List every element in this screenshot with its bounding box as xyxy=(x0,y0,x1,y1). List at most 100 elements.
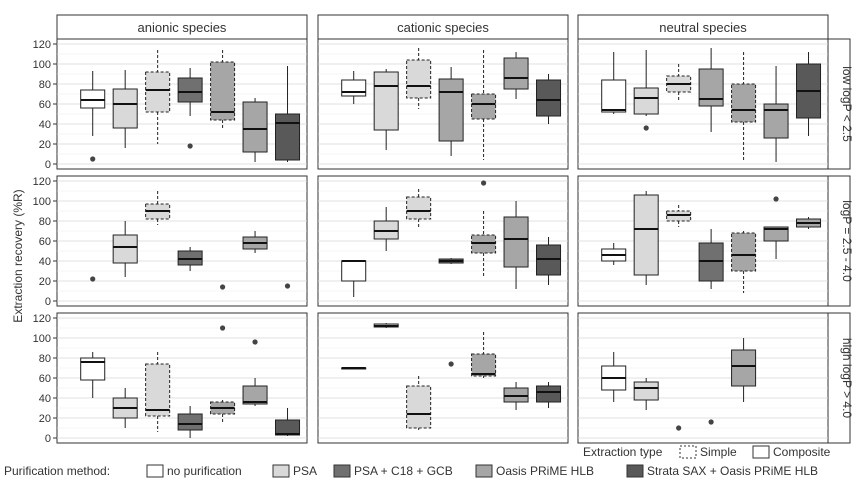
legend-purification-swatch xyxy=(626,464,644,478)
box-body xyxy=(145,71,171,113)
legend-purification-swatch xyxy=(272,464,290,478)
box xyxy=(341,367,367,370)
box xyxy=(177,247,203,271)
box-body xyxy=(731,83,757,123)
legend-purification-swatch xyxy=(475,464,493,478)
facet-panel xyxy=(577,175,829,307)
facet-panel: 0 20 40 60 80 100 120 xyxy=(33,38,308,171)
box-body xyxy=(536,385,562,403)
y-tick-label: 80 xyxy=(39,353,51,365)
box xyxy=(633,378,659,410)
legend-purification-swatch xyxy=(333,464,351,478)
y-tick-label: 80 xyxy=(39,216,51,228)
box-body xyxy=(112,88,138,129)
box xyxy=(601,243,627,265)
box-body xyxy=(633,381,659,401)
y-tick-label: 20 xyxy=(39,276,51,288)
box xyxy=(448,361,454,367)
box-body xyxy=(601,79,627,113)
outlier-point xyxy=(187,143,193,149)
box xyxy=(210,325,236,424)
box xyxy=(503,382,529,410)
legend-simple-label: Simple xyxy=(700,445,737,459)
box xyxy=(80,71,106,162)
box-body xyxy=(341,260,367,282)
box-body xyxy=(242,385,268,405)
y-tick-label: 40 xyxy=(39,256,51,268)
outlier-point xyxy=(643,125,649,131)
box-body xyxy=(275,113,301,161)
facet-panel xyxy=(577,312,829,444)
y-tick-label: 80 xyxy=(39,79,51,91)
box xyxy=(406,376,432,430)
box xyxy=(219,284,226,290)
outlier-point xyxy=(676,425,682,431)
box xyxy=(145,352,171,432)
outlier-point xyxy=(90,276,96,282)
facet-column-strip xyxy=(317,14,569,40)
facet-panel xyxy=(317,175,569,307)
facet-panel: 0 20 40 60 80 100 120 xyxy=(33,175,308,308)
legend-composite-swatch xyxy=(752,445,770,459)
y-tick-label: 20 xyxy=(39,139,51,151)
y-axis-label: Extraction recovery (%R) xyxy=(11,189,25,322)
y-tick-label: 40 xyxy=(39,393,51,405)
legend-extraction-title: Extraction type xyxy=(583,445,663,459)
box xyxy=(763,196,789,259)
box xyxy=(242,231,268,253)
box xyxy=(373,323,399,328)
legend-purification-swatch xyxy=(146,464,164,478)
box xyxy=(177,406,203,438)
box xyxy=(708,419,714,425)
facet-column-label: anionic species xyxy=(138,20,227,35)
box xyxy=(601,52,627,114)
facet-panel xyxy=(577,38,829,170)
box-body xyxy=(633,194,659,276)
box xyxy=(112,221,138,277)
legend-purification-method: Purification method: no purification PSA PS… xyxy=(4,464,818,478)
box-body xyxy=(503,216,529,268)
box xyxy=(503,201,529,289)
box xyxy=(666,205,692,227)
box xyxy=(796,52,822,136)
box-body xyxy=(633,87,659,115)
box-body xyxy=(177,413,203,431)
outlier-point xyxy=(219,325,226,331)
box xyxy=(145,50,171,144)
box xyxy=(698,229,724,289)
box-body xyxy=(731,349,757,387)
box-body xyxy=(145,363,171,417)
box-body xyxy=(373,71,399,131)
y-tick-label: 0 xyxy=(45,296,51,308)
box xyxy=(731,338,757,402)
box xyxy=(731,52,757,160)
box-body xyxy=(406,385,432,429)
box xyxy=(373,207,399,251)
box-body xyxy=(406,59,432,99)
box xyxy=(633,191,659,285)
box-body xyxy=(503,57,529,90)
box xyxy=(601,352,627,402)
box-body xyxy=(731,232,757,272)
box xyxy=(90,276,96,282)
box xyxy=(536,237,562,285)
box xyxy=(406,48,432,109)
outlier-point xyxy=(252,339,258,345)
box xyxy=(796,217,822,229)
box xyxy=(536,382,562,408)
facet-column-label: neutral species xyxy=(659,20,747,35)
box xyxy=(275,408,301,436)
box xyxy=(242,98,268,162)
box-body xyxy=(112,234,138,264)
legend-purification-label: PSA + C18 + GCB xyxy=(354,464,453,478)
box-body xyxy=(471,353,497,377)
y-tick-label: 100 xyxy=(33,59,51,71)
box-body xyxy=(471,93,497,120)
box xyxy=(438,258,464,264)
box xyxy=(698,48,724,132)
y-tick-label: 120 xyxy=(33,176,51,188)
box xyxy=(471,332,497,378)
legend-simple-swatch xyxy=(679,445,697,459)
y-tick-label: 0 xyxy=(45,159,51,171)
